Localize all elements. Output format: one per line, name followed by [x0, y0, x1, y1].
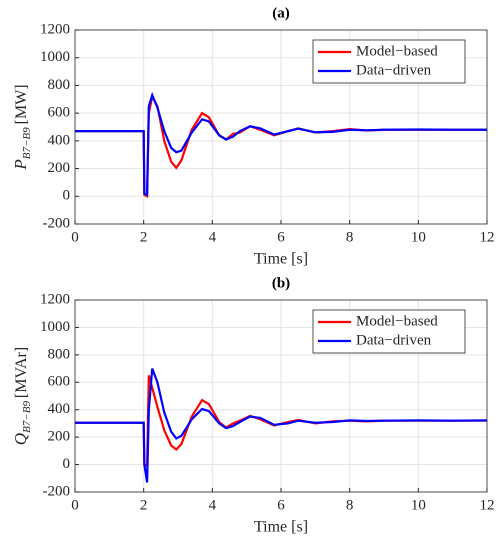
y-label-symbol: P	[11, 159, 30, 170]
x-tick-label: 6	[277, 229, 285, 245]
y-tick-label: 600	[48, 374, 71, 390]
y-axis-label: QB7−B9 [MVAr]	[11, 347, 33, 445]
y-tick-label: -200	[43, 483, 71, 499]
legend-label: Data−driven	[356, 62, 432, 78]
series-line	[75, 368, 488, 483]
x-tick-label: 8	[346, 229, 354, 245]
x-tick-label: 12	[480, 497, 495, 513]
y-tick-label: 200	[48, 160, 71, 176]
x-tick-label: 10	[411, 497, 426, 513]
x-tick-label: 4	[209, 497, 217, 513]
legend-box	[312, 39, 466, 84]
x-tick-label: 4	[209, 229, 217, 245]
legend-label: Model−based	[356, 313, 438, 329]
y-label-subscript: B7−B9	[21, 127, 33, 159]
y-label-symbol: Q	[11, 433, 30, 445]
y-label-unit: [MW]	[13, 84, 30, 124]
y-tick-label: 800	[48, 77, 71, 93]
x-tick-label: 2	[140, 229, 148, 245]
y-tick-label: 400	[48, 401, 71, 417]
x-tick-label: 2	[140, 497, 148, 513]
y-tick-label: 1200	[40, 291, 70, 307]
legend-label: Model−based	[356, 43, 438, 59]
chart-title: (b)	[272, 275, 290, 291]
y-tick-label: 1000	[40, 319, 70, 335]
x-axis-label: Time [s]	[254, 519, 308, 536]
y-tick-label: -200	[43, 215, 71, 231]
x-tick-label: 8	[346, 497, 354, 513]
y-tick-label: 400	[48, 132, 71, 148]
legend-box	[312, 309, 466, 354]
chart-title: (a)	[272, 5, 290, 21]
y-tick-label: 0	[63, 188, 71, 204]
x-tick-label: 6	[277, 497, 285, 513]
legend-label: Data−driven	[356, 332, 432, 348]
x-axis-label: Time [s]	[254, 251, 308, 268]
y-tick-label: 1000	[40, 49, 70, 65]
x-tick-label: 12	[480, 229, 495, 245]
x-tick-label: 0	[71, 497, 79, 513]
x-tick-label: 0	[71, 229, 79, 245]
y-label-subscript: B7−B9	[21, 401, 33, 433]
axes-frame	[74, 29, 488, 225]
y-tick-label: 1200	[40, 21, 70, 37]
y-axis-label: PB7−B9 [MW]	[11, 84, 33, 170]
series-line	[75, 91, 487, 197]
y-tick-label: 200	[48, 429, 71, 445]
y-tick-label: 600	[48, 105, 71, 121]
x-tick-label: 10	[411, 229, 426, 245]
axes-frame	[74, 299, 488, 493]
y-label-unit: [MVAr]	[13, 347, 30, 398]
y-tick-label: 800	[48, 346, 71, 362]
y-tick-label: 0	[63, 456, 71, 472]
